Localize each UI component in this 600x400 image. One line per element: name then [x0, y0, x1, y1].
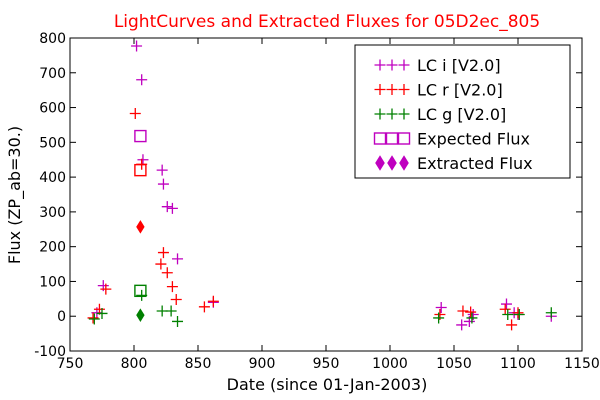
- legend-marker: [374, 108, 386, 120]
- chart-title: LightCurves and Extracted Fluxes for 05D…: [114, 12, 540, 32]
- data-point: [502, 308, 514, 320]
- data-point: [155, 258, 167, 270]
- data-point: [166, 202, 178, 214]
- y-tick-label: 800: [39, 31, 66, 47]
- x-tick-label: 1100: [500, 356, 536, 372]
- legend-marker: [374, 59, 386, 71]
- legend-marker: [397, 132, 411, 145]
- data-point: [433, 312, 445, 324]
- data-point: [156, 164, 168, 176]
- data-point: [100, 283, 112, 295]
- data-marks: [87, 40, 557, 331]
- data-point: [500, 298, 512, 310]
- legend-marker: [373, 132, 387, 145]
- legend-label: LC i [V2.0]: [417, 56, 501, 75]
- legend: LC i [V2.0] LC r [V2.0] LC g [V2.0] Expecte…: [354, 44, 571, 179]
- legend-entry: LC r [V2.0]: [374, 81, 503, 100]
- data-point: [134, 129, 147, 143]
- x-tick-label: 750: [57, 356, 84, 372]
- plot-frame: [69, 37, 583, 352]
- y-tick-label: 500: [39, 135, 66, 151]
- data-point: [166, 281, 178, 293]
- legend-entry: LC i [V2.0]: [374, 56, 501, 75]
- legend-entry: LC g [V2.0]: [374, 105, 506, 124]
- legend-marker: [398, 108, 410, 120]
- data-point: [466, 312, 478, 324]
- legend-marker: [387, 155, 397, 171]
- legend-marker: [385, 132, 399, 145]
- y-tick-label: 100: [39, 274, 66, 290]
- data-point: [137, 154, 149, 166]
- x-axis-label: Date (since 01-Jan-2003): [227, 375, 428, 394]
- data-point: [136, 220, 145, 234]
- y-tick-label: -100: [34, 344, 66, 360]
- data-point: [87, 312, 99, 324]
- data-point: [457, 305, 469, 317]
- data-point: [172, 315, 184, 327]
- data-point: [198, 301, 210, 313]
- data-point: [157, 178, 169, 190]
- y-axis-label: Flux (ZP_ab=30.): [5, 126, 25, 264]
- data-point: [172, 253, 184, 265]
- y-tick-label: 0: [57, 309, 66, 325]
- data-point: [131, 40, 143, 52]
- y-tick-label: 600: [39, 101, 66, 117]
- legend-marker: [386, 59, 398, 71]
- x-tick-label: 850: [185, 356, 212, 372]
- data-point: [435, 302, 447, 314]
- data-point: [136, 74, 148, 86]
- data-point: [512, 307, 524, 319]
- legend-marker: [399, 155, 409, 171]
- data-point: [129, 107, 141, 119]
- axis-ticks: 750 800 850 900 950 1000 1050 1100 1150 -100 0 100 2…: [34, 31, 600, 372]
- legend-label: LC g [V2.0]: [417, 105, 506, 124]
- legend-label: LC r [V2.0]: [417, 81, 503, 100]
- x-tick-label: 950: [313, 356, 340, 372]
- data-point: [161, 267, 173, 279]
- legend-marker: [386, 84, 398, 95]
- y-tick-label: 200: [39, 240, 66, 256]
- legend-marker: [374, 84, 386, 95]
- legend-marker: [398, 59, 410, 71]
- data-point: [170, 294, 182, 306]
- data-point: [88, 313, 100, 325]
- y-tick-label: 300: [39, 205, 66, 221]
- data-point: [134, 163, 147, 177]
- data-point: [165, 305, 177, 317]
- legend-label: Expected Flux: [417, 130, 530, 149]
- data-point: [456, 319, 468, 331]
- legend-entry: Expected Flux: [373, 130, 530, 149]
- legend-marker: [375, 155, 385, 171]
- data-point: [161, 201, 173, 213]
- x-tick-label: 900: [249, 356, 276, 372]
- x-tick-label: 800: [121, 356, 148, 372]
- legend-label: Extracted Flux: [417, 154, 533, 173]
- legend-entry: Extracted Flux: [375, 154, 533, 173]
- data-point: [506, 319, 518, 331]
- x-tick-label: 1050: [436, 356, 472, 372]
- y-tick-label: 400: [39, 170, 66, 186]
- data-point: [499, 303, 511, 315]
- data-point: [513, 308, 525, 320]
- data-point: [545, 307, 557, 319]
- x-tick-label: 1000: [372, 356, 408, 372]
- data-point: [207, 295, 219, 307]
- data-point: [96, 307, 108, 319]
- y-tick-label: 700: [39, 66, 66, 82]
- legend-marker: [386, 108, 398, 120]
- data-point: [134, 284, 147, 298]
- data-point: [157, 247, 169, 259]
- data-point: [136, 308, 145, 322]
- data-point: [465, 306, 477, 318]
- x-tick-label: 1150: [564, 356, 600, 372]
- legend-box: [354, 44, 571, 179]
- legend-marker: [398, 84, 410, 95]
